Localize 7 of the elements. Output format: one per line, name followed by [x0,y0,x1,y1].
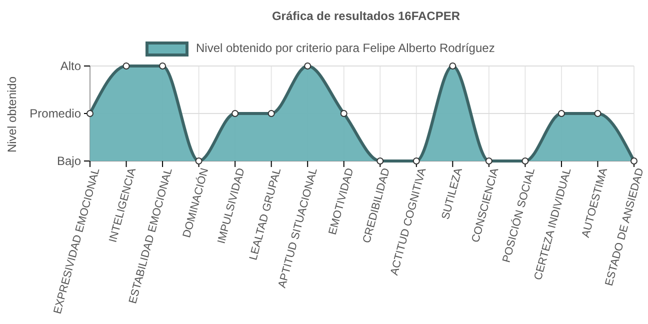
legend-label: Nivel obtenido por criterio para Felipe Alberto Rodríguez [196,41,495,56]
text: Alto [60,58,82,73]
y-axis-title: Nivel obtenido [5,76,19,153]
chart-title: Gráfica de resultados 16FACPER [272,9,460,23]
x-tick-label: LEALTAD GRUPAL [248,166,284,262]
text: Bajo [56,154,82,168]
text: Promedio [30,106,82,120]
